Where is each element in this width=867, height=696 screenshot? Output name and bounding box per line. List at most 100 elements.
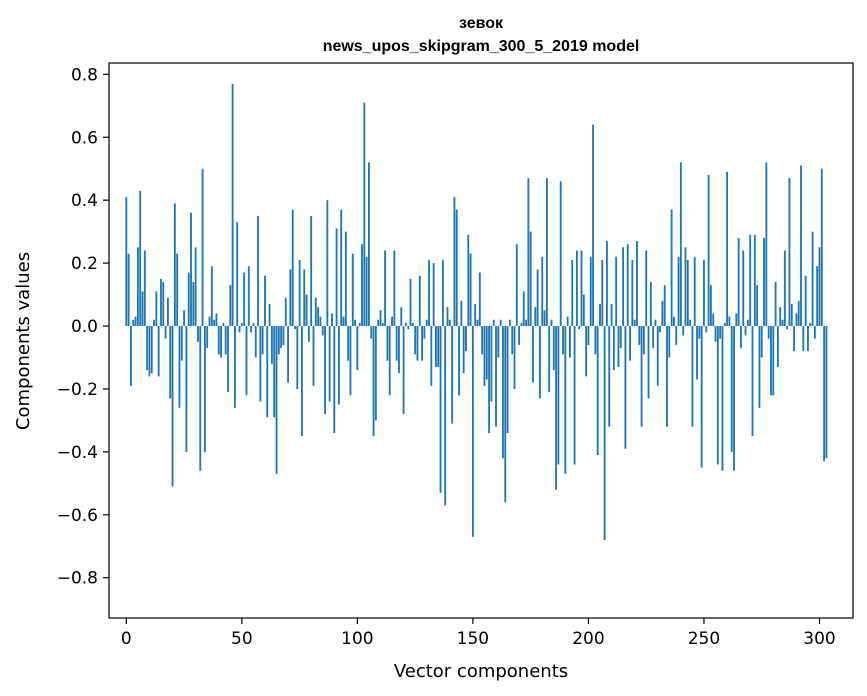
- bar-103: [363, 102, 366, 327]
- bar-109: [377, 319, 380, 327]
- bar-292: [800, 165, 802, 327]
- bar-254: [712, 313, 715, 327]
- bar-287: [788, 178, 791, 327]
- bar-264: [735, 313, 738, 327]
- bar-182: [545, 178, 548, 327]
- bar-63: [270, 326, 273, 364]
- bar-21: [173, 203, 176, 327]
- bar-237: [673, 316, 675, 327]
- bar-33: [201, 168, 204, 327]
- bar-262: [730, 326, 733, 452]
- bar-121: [404, 322, 407, 327]
- bar-211: [612, 326, 615, 371]
- bar-123: [409, 278, 412, 327]
- bar-130: [425, 319, 428, 327]
- x-tick-label: 100: [341, 629, 373, 649]
- bar-150: [471, 326, 474, 537]
- bar-184: [550, 319, 553, 327]
- bar-14: [157, 326, 160, 377]
- bar-303: [825, 326, 828, 459]
- bar-117: [395, 326, 398, 361]
- bar-198: [582, 294, 585, 327]
- bar-196: [578, 326, 581, 330]
- bar-77: [303, 269, 306, 327]
- bar-214: [619, 326, 622, 349]
- bar-179: [539, 326, 541, 399]
- bar-58: [259, 326, 262, 402]
- bar-233: [663, 285, 666, 327]
- bar-261: [728, 316, 731, 327]
- x-axis-label: Vector components: [394, 661, 568, 682]
- bar-136: [439, 326, 442, 493]
- bar-124: [411, 322, 414, 327]
- bar-94: [342, 316, 345, 327]
- bar-268: [744, 326, 747, 336]
- y-axis-label: Components values: [13, 252, 34, 430]
- bar-170: [518, 326, 521, 345]
- bar-158: [490, 326, 493, 402]
- bar-298: [813, 326, 816, 339]
- bar-49: [238, 326, 241, 333]
- bar-128: [421, 326, 424, 361]
- bar-241: [682, 326, 685, 336]
- bar-266: [740, 326, 742, 349]
- bar-226: [647, 326, 650, 399]
- bar-187: [557, 326, 560, 465]
- bar-275: [760, 326, 763, 358]
- bar-48: [236, 222, 239, 327]
- y-axis-ticks: −0.8 −0.6 −0.4 −0.2 0.0 0.2 0.4 0.6 0.8: [57, 65, 109, 589]
- bar-22: [176, 253, 179, 327]
- bar-229: [654, 319, 657, 327]
- bar-57: [257, 215, 259, 327]
- bar-23: [178, 326, 181, 408]
- bar-35: [206, 326, 209, 349]
- y-tick-label: 0.8: [71, 65, 98, 85]
- bar-89: [331, 313, 333, 327]
- bar-279: [770, 326, 772, 396]
- y-tick-label: −0.8: [57, 569, 98, 589]
- bar-225: [645, 250, 648, 327]
- bar-106: [370, 326, 373, 339]
- bar-200: [587, 326, 590, 345]
- bar-218: [629, 326, 631, 361]
- bar-2: [130, 326, 132, 386]
- bar-232: [661, 300, 664, 327]
- bar-178: [536, 269, 539, 327]
- bar-192: [569, 326, 571, 358]
- bar-81: [312, 326, 315, 386]
- bar-62: [268, 304, 271, 327]
- bar-154: [481, 326, 484, 355]
- bar-188: [559, 181, 562, 327]
- bar-42: [222, 322, 225, 327]
- bar-118: [398, 326, 400, 374]
- bar-148: [467, 234, 470, 327]
- bar-110: [379, 310, 382, 327]
- bar-3: [132, 319, 135, 327]
- bar-28: [190, 212, 192, 327]
- bar-167: [511, 326, 514, 355]
- bar-80: [310, 215, 313, 327]
- bar-221: [636, 241, 638, 327]
- bar-246: [693, 256, 696, 327]
- bar-276: [763, 237, 765, 327]
- bar-19: [169, 326, 172, 399]
- plot-frame: [108, 62, 854, 619]
- bar-283: [779, 307, 782, 327]
- bar-54: [250, 326, 253, 333]
- bar-87: [326, 200, 329, 327]
- bar-223: [640, 326, 643, 427]
- bar-0: [125, 197, 128, 327]
- bar-139: [446, 307, 449, 327]
- bar-299: [816, 266, 819, 327]
- bar-70: [287, 326, 289, 383]
- bar-137: [441, 259, 444, 327]
- bar-144: [458, 326, 460, 396]
- bar-91: [335, 228, 338, 327]
- bar-271: [751, 326, 754, 437]
- bar-157: [488, 326, 491, 433]
- bar-165: [506, 326, 509, 433]
- bar-86: [324, 326, 326, 415]
- bar-242: [684, 247, 687, 327]
- bar-11: [150, 326, 153, 374]
